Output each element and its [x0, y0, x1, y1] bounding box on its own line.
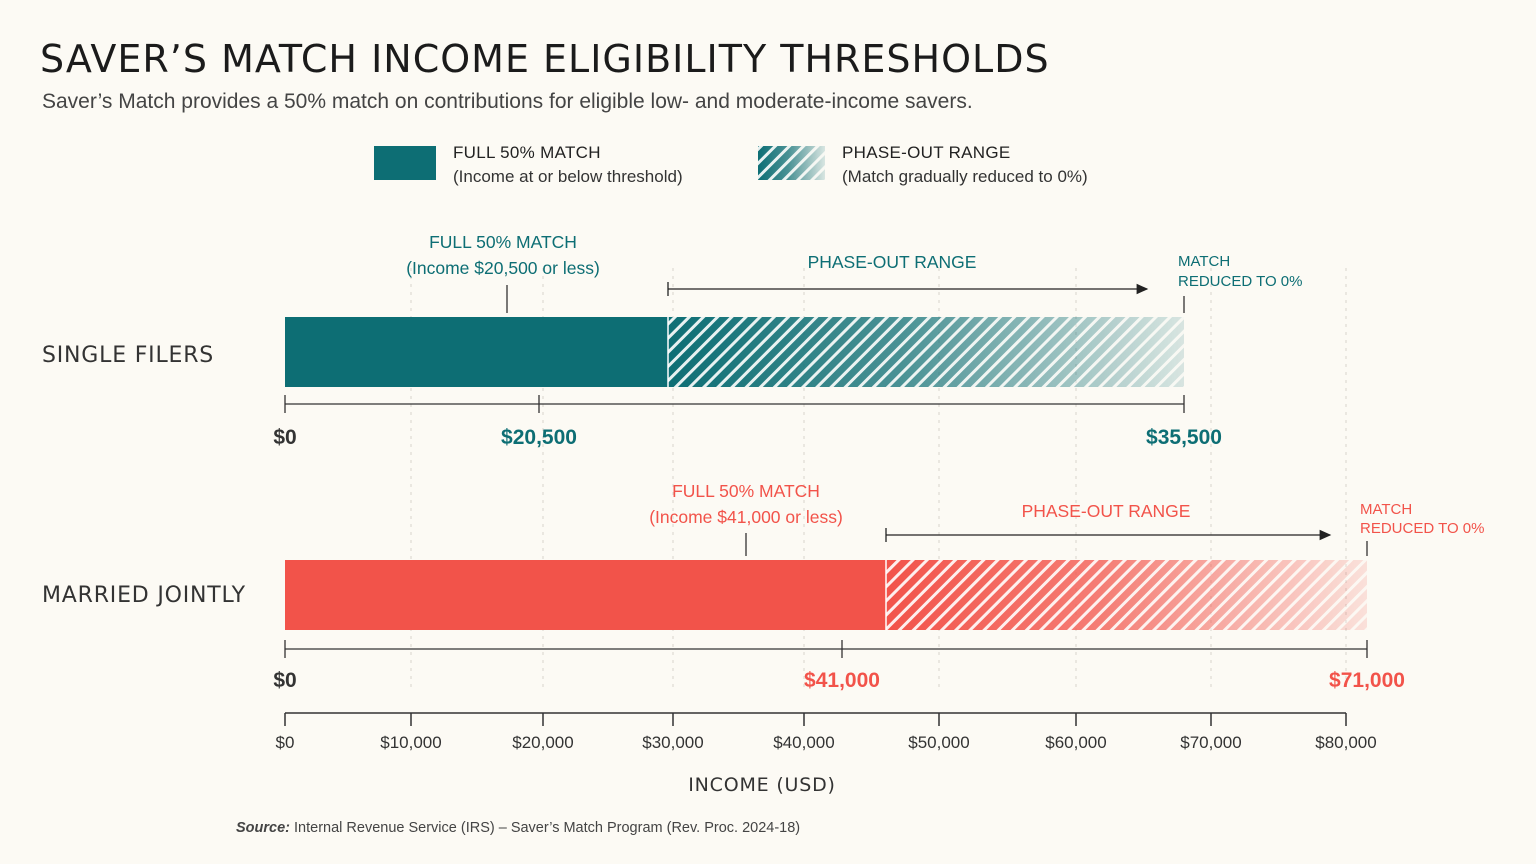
- row-scale-label: $0: [273, 426, 296, 449]
- end-annotation: MATCH: [1360, 501, 1412, 518]
- legend-full-sub: (Income at or below threshold): [453, 167, 683, 186]
- phase-out-annotation: PHASE-OUT RANGE: [808, 252, 977, 272]
- legend-phase-label: PHASE-OUT RANGE: [842, 143, 1011, 162]
- source-text: Internal Revenue Service (IRS) – Saver’s…: [290, 820, 800, 836]
- legend-phase-swatch: [758, 146, 825, 180]
- end-annotation-sub: REDUCED TO 0%: [1360, 520, 1484, 537]
- legend: FULL 50% MATCH (Income at or below thres…: [374, 143, 1088, 186]
- full-match-annotation-sub: (Income $41,000 or less): [649, 507, 843, 527]
- row-married-jointly: MARRIED JOINTLY FULL 50% MATCH (Income $41…: [42, 481, 1484, 692]
- end-annotation: MATCH: [1178, 253, 1230, 270]
- chart-subtitle: Saver’s Match provides a 50% match on co…: [42, 90, 973, 113]
- x-axis: $0 $10,000 $20,000 $30,000 $40,000 $50,000 $60…: [276, 712, 1377, 752]
- phase-out-annotation: PHASE-OUT RANGE: [1022, 501, 1191, 521]
- x-tick-label: $30,000: [642, 733, 703, 752]
- full-match-bar: [285, 560, 886, 630]
- source-label: Source:: [236, 820, 290, 836]
- row-label: MARRIED JOINTLY: [42, 583, 246, 608]
- x-tick-label: $80,000: [1315, 733, 1376, 752]
- x-tick-label: $50,000: [908, 733, 969, 752]
- source-note: Source: Internal Revenue Service (IRS) –…: [236, 820, 800, 836]
- chart-title: SAVER’S MATCH INCOME ELIGIBILITY THRESHO…: [40, 37, 1050, 81]
- row-scale-label: $71,000: [1329, 669, 1405, 692]
- x-tick-label: $0: [276, 733, 295, 752]
- x-tick-label: $70,000: [1180, 733, 1241, 752]
- data-rows: SINGLE FILERS FULL 50% MATCH (Income $20,5…: [42, 232, 1484, 692]
- full-match-bar: [285, 317, 668, 387]
- row-scale-label: $35,500: [1146, 426, 1222, 449]
- row-scale-label: $20,500: [501, 426, 577, 449]
- x-tick-label: $20,000: [512, 733, 573, 752]
- legend-full-swatch: [374, 146, 436, 180]
- full-match-annotation: FULL 50% MATCH: [429, 232, 577, 252]
- full-match-annotation-sub: (Income $20,500 or less): [406, 258, 600, 278]
- x-tick-label: $60,000: [1045, 733, 1106, 752]
- row-scale-label: $0: [273, 669, 296, 692]
- x-axis-title: INCOME (USD): [688, 774, 836, 796]
- legend-full-label: FULL 50% MATCH: [453, 143, 601, 162]
- phase-out-bar: [668, 317, 1184, 387]
- end-annotation-sub: REDUCED TO 0%: [1178, 273, 1302, 290]
- gridlines: [410, 268, 1347, 690]
- legend-phase-sub: (Match gradually reduced to 0%): [842, 167, 1088, 186]
- row-scale-label: $41,000: [804, 669, 880, 692]
- row-single-filers: SINGLE FILERS FULL 50% MATCH (Income $20,5…: [42, 232, 1302, 449]
- full-match-annotation: FULL 50% MATCH: [672, 481, 820, 501]
- x-tick-label: $40,000: [773, 733, 834, 752]
- row-label: SINGLE FILERS: [42, 343, 214, 368]
- x-tick-label: $10,000: [380, 733, 441, 752]
- phase-out-bar: [886, 560, 1367, 630]
